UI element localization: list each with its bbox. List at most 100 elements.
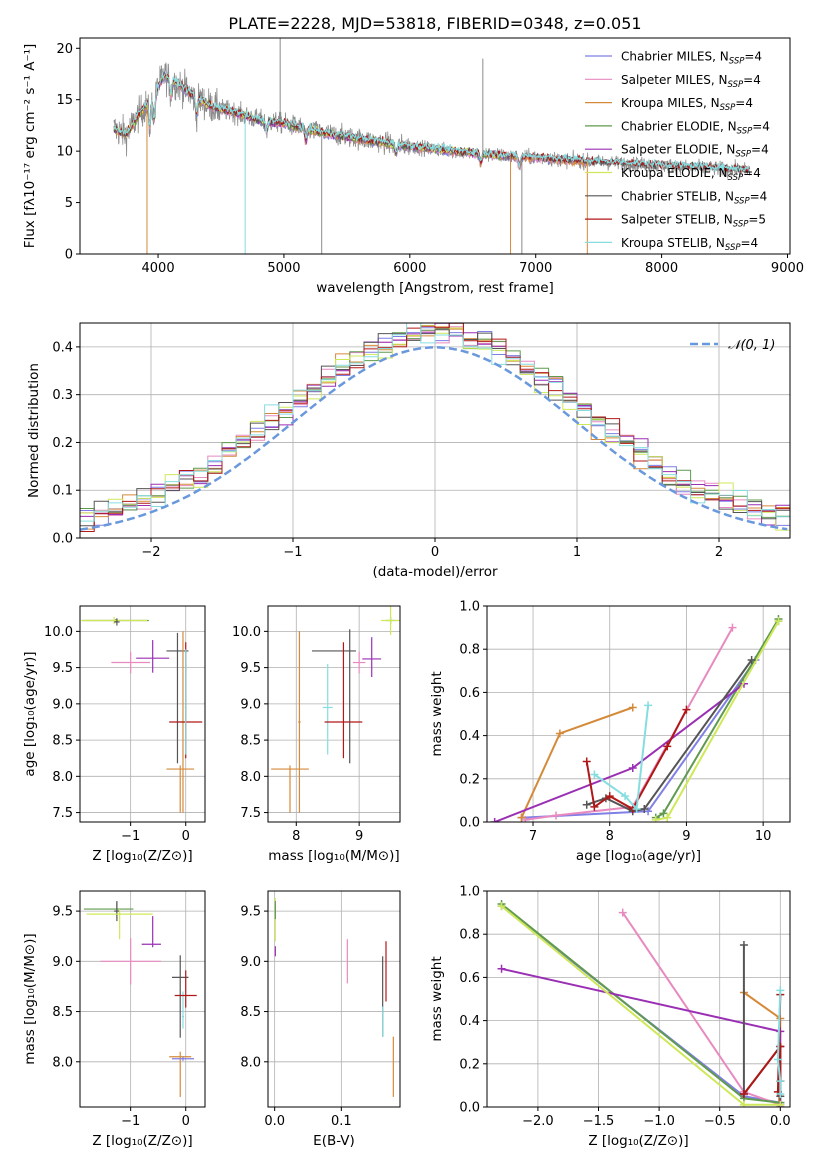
- x-axis-label: E(B-V): [313, 1133, 355, 1149]
- chart-title: PLATE=2228, MJD=53818, FIBERID=0348, z=0…: [228, 14, 641, 33]
- x-tick-label: 5000: [267, 261, 300, 276]
- x-axis-label: wavelength [Angstrom, rest frame]: [316, 280, 554, 296]
- ebv-panel: 0.0 0.1 8.0 8.5 9.0 9.5 E(B-V): [240, 890, 401, 1149]
- weight-series-line: [525, 627, 734, 821]
- x-tick-label: −1.5: [583, 1114, 615, 1129]
- x-tick-label: 2: [715, 545, 723, 560]
- mass-vs-age-panel: 8 9 7.5 8.0 8.5 9.0 9.5 10.0 mass [log₁₀(M/M⊙)]: [232, 605, 401, 864]
- y-tick-label: 8.0: [240, 770, 261, 785]
- weight-series-line: [500, 905, 781, 1104]
- errorbar-point: [352, 651, 366, 674]
- weight-point-marker: [747, 656, 756, 664]
- x-tick-label: −2: [141, 545, 160, 560]
- errorbar-point: [174, 970, 197, 1008]
- y-tick-label: 5: [65, 196, 73, 211]
- legend-entry-label: Kroupa MILES, NSSP=4: [621, 96, 753, 113]
- x-tick-label: 9: [682, 829, 690, 844]
- weight-point-marker: [590, 770, 599, 779]
- y-tick-label: 20: [56, 42, 73, 57]
- y-tick-label: 9.5: [52, 905, 73, 920]
- x-tick-label: −1: [121, 1114, 140, 1129]
- errorbar-point: [114, 618, 120, 626]
- histogram-kroupa-stelib: [80, 323, 790, 522]
- x-axis-label: mass [log₁₀(M/M⊙)]: [268, 848, 399, 864]
- weight-point-marker: [618, 908, 627, 917]
- weight-point-marker: [605, 792, 614, 801]
- weight-point-marker: [621, 792, 630, 801]
- residual-panel: −2 −1 0 1 2 0.0 0.1 0.2 0.3 0.4 (data-model)/error…: [26, 322, 791, 580]
- y-tick-label: 10.0: [44, 625, 73, 640]
- y-tick-label: 0.8: [459, 643, 480, 658]
- y-tick-label: 0.2: [52, 436, 73, 451]
- legend-entry-label: Chabrier ELODIE, NSSP=4: [621, 119, 770, 136]
- errorbar-point: [141, 916, 161, 948]
- y-tick-label: 9.5: [240, 661, 261, 676]
- weight-point-marker: [663, 813, 672, 822]
- y-tick-label: 8.5: [52, 734, 73, 749]
- y-axis-label: mass weight: [429, 956, 445, 1041]
- y-tick-label: 0.4: [459, 1014, 480, 1029]
- weight-point-marker: [776, 1090, 785, 1099]
- errorbar-point: [184, 649, 187, 755]
- x-tick-label: 0.1: [331, 1114, 352, 1129]
- axes-frame: [486, 890, 791, 1108]
- x-axis-label: Z [log₁₀(Z/Z⊙)]: [92, 848, 192, 864]
- residual-plot-area: [80, 323, 790, 532]
- y-axis-label: mass weight: [429, 671, 445, 756]
- errorbar-point: [114, 901, 120, 922]
- errorbar-point: [100, 938, 161, 985]
- legend-entry-label: Salpeter ELODIE, NSSP=4: [621, 143, 769, 160]
- y-tick-label: 0.2: [459, 772, 480, 787]
- weight-series-line: [585, 709, 688, 811]
- y-tick-label: 0: [65, 248, 73, 263]
- x-tick-label: 8: [606, 829, 614, 844]
- x-tick-label: 9000: [771, 261, 804, 276]
- x-tick-label: −1: [121, 829, 140, 844]
- y-tick-label: 0.0: [459, 816, 480, 831]
- weight-point-marker: [497, 902, 506, 911]
- y-tick-label: 9.0: [52, 955, 73, 970]
- y-tick-label: 0.1: [52, 484, 73, 499]
- y-tick-label: 9.5: [52, 661, 73, 676]
- y-axis-label: age [log₁₀(age/yr)]: [22, 651, 38, 776]
- errorbar-point: [81, 616, 148, 625]
- x-tick-label: 8: [292, 829, 300, 844]
- y-tick-label: 10.0: [232, 625, 261, 640]
- z-vs-weight-panel-plot-area: [497, 899, 785, 1107]
- x-tick-label: −1: [283, 545, 302, 560]
- axes-frame: [79, 890, 206, 1108]
- y-tick-label: 1.0: [459, 600, 480, 615]
- y-tick-label: 10: [56, 145, 73, 160]
- weight-point-marker: [497, 964, 506, 973]
- x-axis-label: Z [log₁₀(Z/Z⊙)]: [588, 1133, 688, 1149]
- errorbar-point: [271, 765, 309, 813]
- x-axis-label: age [log₁₀(age/yr)]: [576, 848, 701, 864]
- weight-series-line: [520, 706, 634, 819]
- spectrum-panel: 4000 5000 6000 7000 8000 9000 0 5 10 15 20 waveleng…: [22, 14, 804, 296]
- weight-point-marker: [739, 941, 748, 949]
- weight-series-line: [500, 905, 781, 1106]
- x-tick-label: −1.0: [643, 1114, 675, 1129]
- weight-point-marker: [490, 818, 499, 822]
- y-tick-label: 0.0: [459, 1101, 480, 1116]
- y-tick-label: 9.5: [240, 905, 261, 920]
- x-tick-label: −0.5: [704, 1114, 736, 1129]
- spectrum-plot-area: [113, 38, 751, 254]
- model-line-kroupa-stelib: [113, 70, 751, 174]
- errorbar-point: [181, 991, 185, 1029]
- errorbar-point: [166, 765, 194, 813]
- age-vs-weight-panel-plot-area: [490, 614, 783, 822]
- legend-entry-label: Salpeter MILES, NSSP=4: [621, 73, 761, 90]
- y-tick-label: 9.0: [240, 955, 261, 970]
- y-tick-label: 9.0: [52, 697, 73, 712]
- legend-entry-label: Kroupa ELODIE, NSSP=4: [621, 166, 761, 183]
- y-tick-label: 0.6: [459, 971, 480, 986]
- x-tick-label: −2.0: [522, 1114, 554, 1129]
- y-tick-label: 0.3: [52, 388, 73, 403]
- y-tick-label: 8.0: [52, 770, 73, 785]
- y-tick-label: 7.5: [240, 806, 261, 821]
- errorbar-point: [324, 642, 363, 759]
- weight-point-marker: [659, 809, 668, 818]
- y-axis-label: Normed distribution: [26, 363, 42, 498]
